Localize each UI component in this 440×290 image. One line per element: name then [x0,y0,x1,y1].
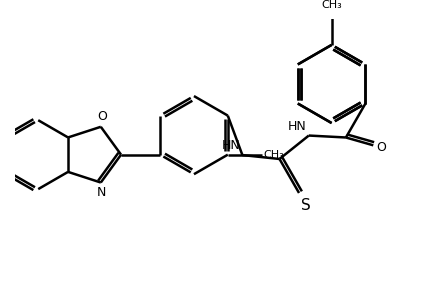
Text: O: O [97,110,106,123]
Text: O: O [376,141,386,154]
Text: CH₃: CH₃ [321,0,342,10]
Text: HN: HN [222,139,241,152]
Text: N: N [97,186,106,199]
Text: CH₃: CH₃ [264,150,284,160]
Text: HN: HN [288,120,307,133]
Text: S: S [301,197,311,213]
